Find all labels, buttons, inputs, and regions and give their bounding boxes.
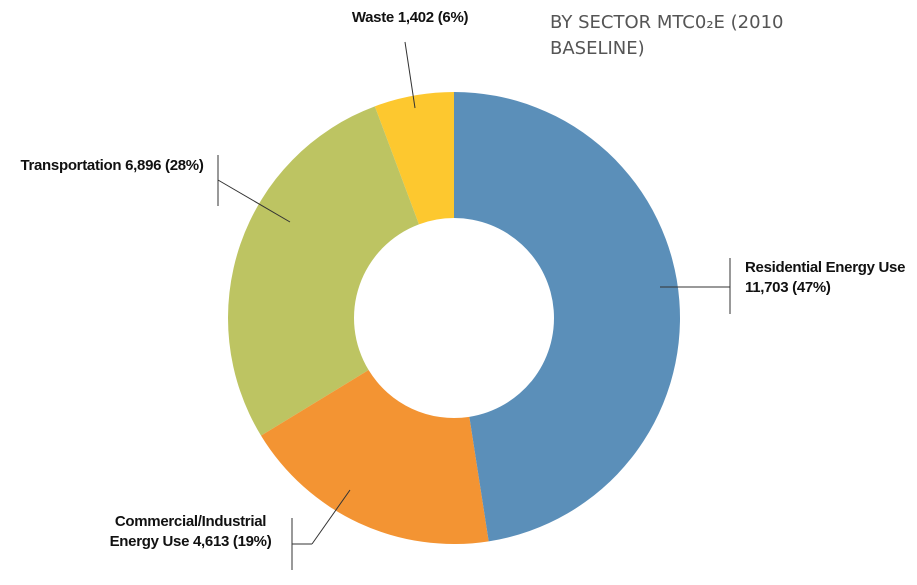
leader-line bbox=[404, 41, 416, 109]
value-label: 4,613 (19%) bbox=[193, 533, 272, 550]
value-label: 1,402 (6%) bbox=[397, 9, 469, 26]
chart-title: BY SECTOR MTC0₂E (2010 BASELINE) bbox=[550, 12, 784, 59]
donut-slice bbox=[261, 370, 489, 544]
leaders bbox=[217, 41, 731, 570]
slice-label: Waste 1,402 (6%) bbox=[320, 8, 500, 28]
category-label: Residential Energy Use bbox=[745, 259, 906, 276]
category-label: Transportation bbox=[20, 157, 122, 174]
value-label: 11,703 (47%) bbox=[745, 279, 831, 296]
leader-line bbox=[217, 179, 291, 223]
category-label: Waste bbox=[351, 9, 394, 26]
slice-label: Residential Energy Use 11,703 (47%) bbox=[745, 258, 915, 298]
value-label: 6,896 (28%) bbox=[125, 157, 204, 174]
donut-slice bbox=[228, 106, 419, 436]
donut-slice bbox=[374, 92, 454, 225]
slice-label: Commercial/Industrial Energy Use 4,613 (… bbox=[108, 512, 273, 552]
category-label: Commercial/Industrial Energy Use bbox=[109, 513, 267, 550]
slice-label: Transportation 6,896 (28%) bbox=[12, 156, 212, 176]
donut-slice bbox=[454, 92, 680, 542]
leader-line bbox=[311, 489, 351, 545]
